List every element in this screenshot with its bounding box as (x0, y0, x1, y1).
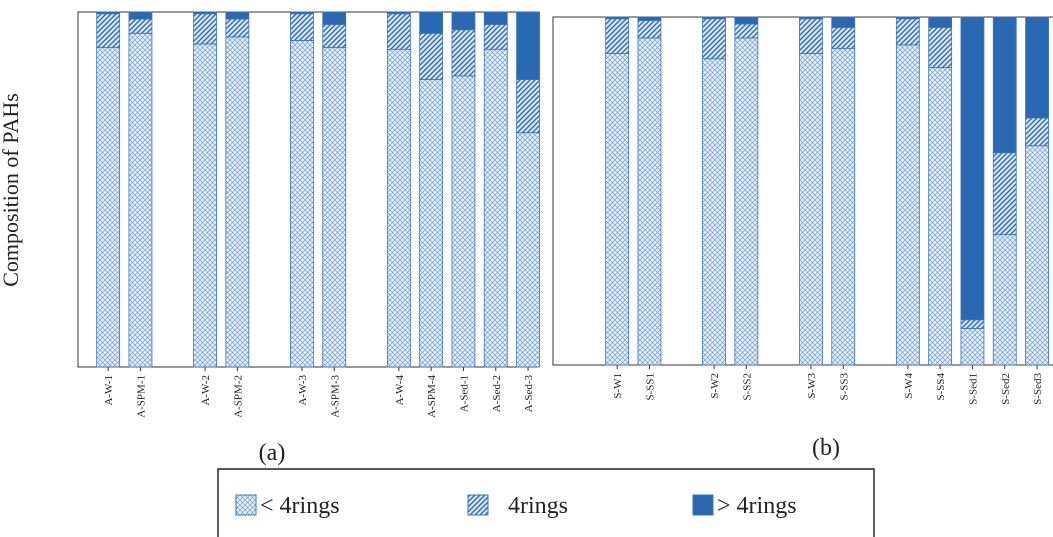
bar-segment (637, 20, 662, 39)
bar-segment (734, 37, 759, 366)
x-tick-label: S-SS1 (644, 373, 656, 401)
x-tick-label: S-SS3 (838, 373, 850, 401)
bar-segment (96, 47, 121, 368)
bar-segment (483, 48, 508, 368)
legend-label: 4rings (508, 493, 568, 519)
x-tick-label: A-Sed-1 (458, 375, 470, 412)
bar-segment (1025, 16, 1049, 119)
bar-segment (605, 16, 630, 20)
bar-segment (992, 152, 1017, 235)
x-tick-label: A-Sed-3 (523, 375, 535, 413)
bar-segment (386, 11, 411, 15)
bar-segment (928, 67, 953, 366)
x-tick-label: S-Sed2 (1000, 373, 1012, 405)
bar-segment (290, 11, 314, 15)
bar-segment (483, 24, 508, 50)
bar-segment (516, 11, 540, 80)
bar-segment (928, 16, 953, 28)
x-tick-label: S-SS4 (935, 373, 947, 401)
bar-segment (702, 16, 726, 20)
x-tick-label: A-W-2 (200, 375, 212, 406)
bar-segment (419, 79, 444, 368)
bar-segment (128, 32, 153, 368)
bar-segment (128, 11, 153, 20)
legend-label: < 4rings (260, 493, 340, 519)
bar-segment (290, 40, 314, 368)
bar-segment (451, 75, 476, 368)
bar-segment (516, 132, 540, 368)
x-tick-label: A-W-3 (297, 375, 309, 406)
bar-segment (637, 37, 662, 366)
bar-segment (96, 13, 121, 48)
bar-segment (928, 27, 953, 68)
x-tick-label: A-SPM-2 (232, 375, 244, 418)
bar-segment (290, 13, 314, 41)
bar-segment (322, 47, 347, 368)
bar-segment (960, 328, 985, 366)
bar-segment (419, 32, 444, 80)
bar-segment (322, 24, 347, 48)
bar-segment (895, 44, 920, 366)
bar-segment (831, 47, 856, 366)
panel-label: (b) (812, 435, 840, 461)
bar-segment (960, 319, 985, 329)
bar-segment (516, 79, 540, 134)
bar-segment (734, 16, 759, 25)
y-axis-label: Composition of PAHs (0, 93, 23, 287)
legend-label: > 4rings (717, 493, 797, 519)
x-tick-label: S-W3 (806, 373, 818, 399)
bar-segment (128, 18, 153, 34)
bar-segment (451, 29, 476, 77)
bar-segment (225, 11, 250, 20)
x-tick-label: A-SPM-1 (135, 375, 147, 418)
bar-segment (322, 11, 347, 25)
bar-segment (895, 18, 920, 46)
bar-segment (734, 23, 759, 39)
x-tick-label: S-W2 (709, 373, 721, 399)
x-tick-label: S-W1 (612, 373, 624, 399)
bar-segment (193, 11, 217, 15)
x-tick-label: A-SPM-4 (426, 375, 438, 418)
bar-segment (225, 18, 250, 38)
x-tick-label: A-SPM-3 (329, 375, 341, 418)
bar-segment (702, 58, 726, 366)
bar-segment (702, 18, 726, 60)
bar-segment (831, 16, 856, 28)
bar-segment (1025, 117, 1049, 147)
x-tick-label: A-W-1 (103, 375, 115, 406)
legend-box (217, 468, 875, 537)
bar-segment (637, 16, 662, 21)
x-tick-label: S-SS2 (741, 373, 753, 401)
legend-swatch (467, 494, 489, 516)
bar-segment (895, 16, 920, 20)
bar-segment (1025, 145, 1049, 366)
x-tick-label: S-Sed1 (967, 373, 979, 405)
x-tick-label: S-W4 (903, 373, 915, 399)
bar-segment (96, 11, 121, 15)
x-tick-label: A-W-4 (394, 375, 406, 406)
bar-segment (419, 11, 444, 34)
bar-segment (605, 53, 630, 366)
panel-label: (a) (259, 440, 286, 466)
bar-segment (799, 16, 823, 20)
bar-segment (799, 18, 823, 54)
bar-segment (960, 16, 985, 321)
legend-swatch (692, 494, 714, 516)
bar-segment (386, 48, 411, 368)
legend-swatch (235, 494, 257, 516)
bar-segment (483, 11, 508, 25)
bar-segment (992, 234, 1017, 366)
bar-segment (193, 43, 217, 368)
bar-segment (605, 18, 630, 54)
bar-segment (992, 16, 1017, 154)
bar-segment (225, 36, 250, 368)
x-tick-label: A-Sed-2 (491, 375, 503, 412)
bar-segment (193, 13, 217, 45)
bar-segment (386, 13, 411, 50)
bar-segment (831, 27, 856, 49)
x-tick-label: S-Sed3 (1032, 373, 1044, 405)
bar-segment (799, 53, 823, 366)
bar-segment (451, 11, 476, 31)
